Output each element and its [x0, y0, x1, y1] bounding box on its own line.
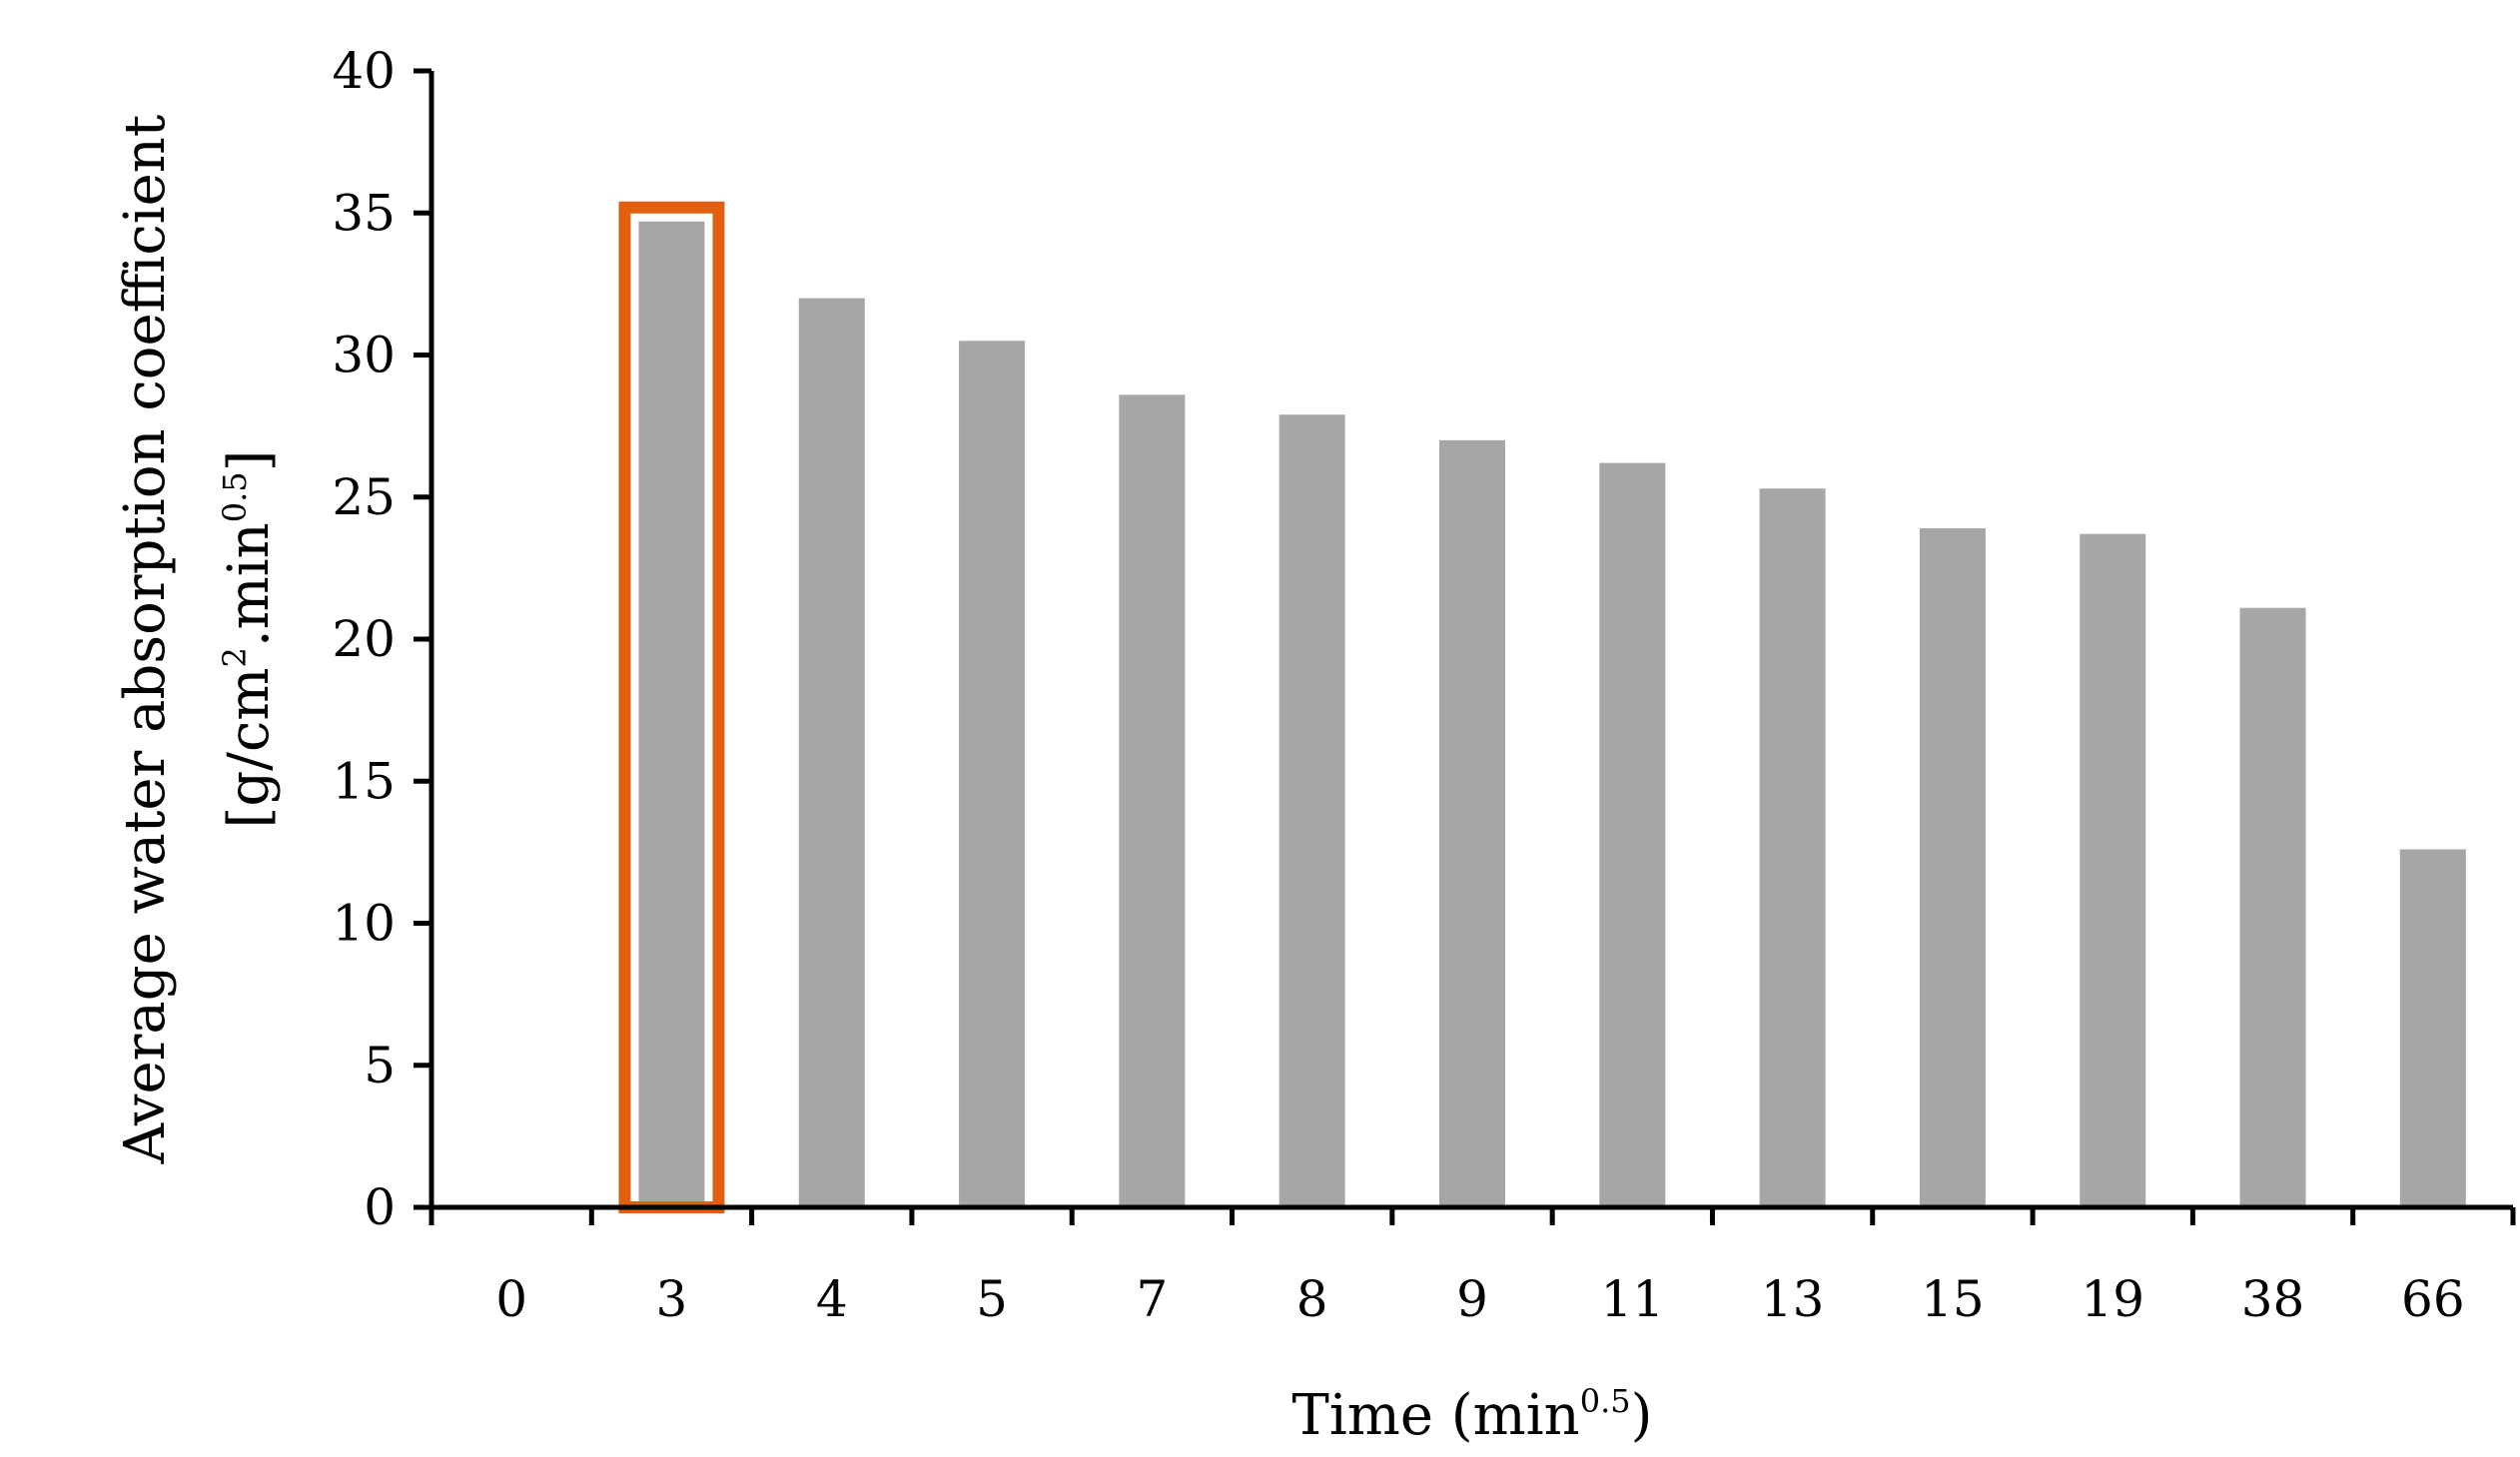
- x-axis-title-main: Time (min: [1292, 1383, 1580, 1448]
- bar-7: [1119, 394, 1186, 1208]
- y-axis-title-line1: Average water absorption coefficient: [113, 114, 178, 1164]
- x-tick-label: 4: [816, 1270, 848, 1328]
- bar-13: [1759, 488, 1826, 1208]
- y-axis-title-line2-mid: .min: [217, 522, 282, 647]
- y-tick-label: 0: [364, 1178, 396, 1236]
- bar-19: [2080, 533, 2146, 1207]
- x-tick-label: 8: [1296, 1270, 1328, 1328]
- x-axis-title-end: ): [1631, 1383, 1653, 1448]
- y-tick-label: 40: [332, 42, 396, 100]
- y-axis-title: Average water absorption coefficient [g/…: [113, 114, 282, 1164]
- bar-66: [2399, 849, 2466, 1207]
- bars-group: [638, 221, 2466, 1208]
- bar-15: [1919, 528, 1986, 1207]
- x-tick-label: 0: [495, 1270, 527, 1328]
- x-axis-title-sup: 0.5: [1580, 1382, 1631, 1420]
- bar-8: [1278, 414, 1345, 1207]
- y-tick-label: 10: [332, 895, 396, 953]
- y-tick-label: 5: [364, 1037, 396, 1094]
- x-tick-label: 7: [1136, 1270, 1168, 1328]
- x-tick-label: 9: [1456, 1270, 1488, 1328]
- bar-3: [638, 221, 705, 1207]
- x-tick-label: 38: [2241, 1270, 2305, 1328]
- bar-11: [1599, 462, 1666, 1207]
- bar-9: [1439, 439, 1505, 1208]
- x-axis-title: Time (min0.5): [1292, 1382, 1653, 1448]
- y-axis-title-line2-end: ]: [217, 449, 282, 471]
- x-tick-label: 11: [1600, 1270, 1664, 1328]
- bar-38: [2239, 607, 2306, 1207]
- y-axis-title-line2-main: [g/cm: [217, 667, 282, 828]
- y-axis-title-line2-sup2: 0.5: [216, 471, 254, 522]
- x-ticks-group: 0 3 4 5 7 8 9 11 13 15 19 38 66: [428, 1207, 2516, 1328]
- x-tick-label: 3: [656, 1270, 688, 1328]
- x-tick-label: 66: [2401, 1270, 2465, 1328]
- bar-5: [959, 341, 1026, 1207]
- y-tick-label: 20: [332, 610, 396, 668]
- y-tick-label: 15: [332, 752, 396, 810]
- y-ticks-group: 0 5 10 15 20 25 30 35 40: [332, 42, 431, 1236]
- y-tick-label: 25: [332, 468, 396, 526]
- x-tick-label: 15: [1921, 1270, 1985, 1328]
- y-tick-label: 30: [332, 327, 396, 384]
- axes-group: [414, 71, 2513, 1225]
- y-axis-title-line2: [g/cm2.min0.5]: [216, 449, 282, 828]
- x-tick-label: 19: [2081, 1270, 2144, 1328]
- x-tick-label: 13: [1761, 1270, 1825, 1328]
- y-tick-label: 35: [332, 184, 396, 242]
- y-axis-title-line2-sup1: 2: [216, 647, 254, 667]
- x-tick-label: 5: [976, 1270, 1008, 1328]
- bar-4: [798, 298, 865, 1208]
